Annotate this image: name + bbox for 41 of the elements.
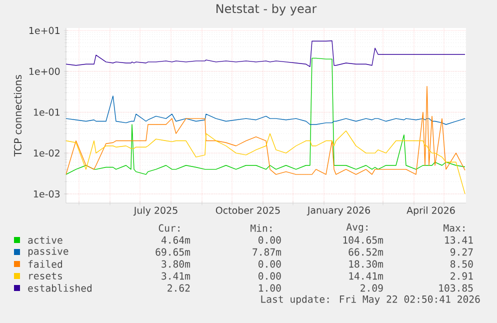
y-tick-label: 1e+00 — [29, 68, 60, 75]
text: Min: — [250, 224, 272, 232]
text: 13.41 — [445, 236, 473, 244]
text: 0.00 — [258, 260, 281, 268]
y-tick-label: 1e+01 — [29, 26, 60, 34]
x-tick-label: October 2025 — [216, 206, 280, 214]
text: 14.41m — [349, 272, 384, 280]
legend-label: established — [28, 284, 92, 292]
text: Cur: — [158, 224, 180, 232]
text: 8.50 — [450, 260, 473, 268]
chart-title: Netstat - by year — [216, 4, 317, 16]
y-tick-label: 1e-03 — [34, 190, 60, 198]
text: 69.65m — [156, 248, 190, 256]
x-tick-label: April 2026 — [406, 206, 455, 216]
x-tick-label: July 2025 — [133, 206, 178, 216]
y-axis-title: TCP connections — [14, 74, 22, 157]
y-tick-label: 1e-02 — [34, 149, 60, 157]
text: 104.65m — [343, 236, 384, 244]
text: 9.27 — [450, 248, 473, 256]
text: 2.09 — [360, 284, 383, 292]
text: 3.80m — [162, 260, 190, 268]
text: 18.30m — [349, 260, 384, 268]
text: Avg: — [346, 223, 368, 233]
text: 66.52m — [348, 248, 384, 256]
text: 0.00 — [258, 236, 281, 244]
text: 2.62 — [168, 284, 190, 292]
legend-label: resets — [29, 272, 62, 280]
legend-label: passive — [28, 247, 68, 257]
x-tick-label: January 2026 — [306, 206, 370, 216]
text: 4.64m — [161, 236, 190, 244]
y-tick-label: 1e-01 — [34, 108, 60, 116]
text: 3.41m — [162, 272, 190, 280]
text: 103.85 — [439, 284, 473, 292]
text: 2.91 — [450, 272, 473, 280]
legend-label: failed — [28, 260, 62, 268]
text: 0.00 — [258, 272, 281, 280]
text: 7.87m — [252, 248, 282, 256]
legend-label: active — [28, 236, 62, 244]
text: Max: — [444, 224, 464, 232]
text: 1.00 — [259, 284, 281, 292]
text: Last update: Fri May 22 02:50:41 2026 — [261, 295, 480, 305]
